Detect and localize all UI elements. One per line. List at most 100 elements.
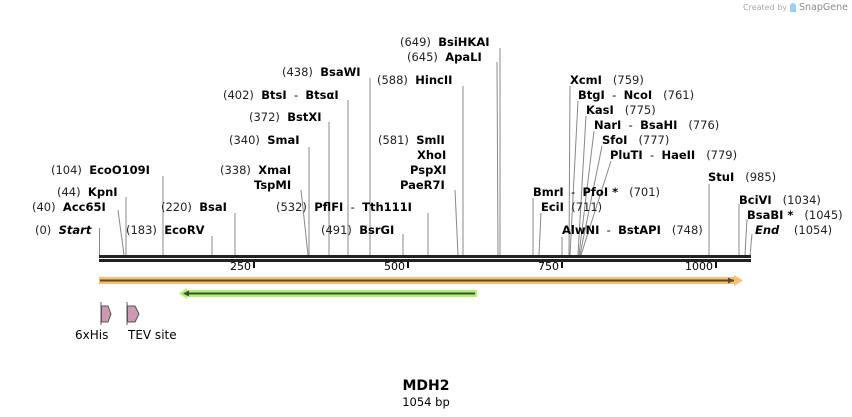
site-name-alt: NcoI [623,88,653,102]
site-position: (532) [276,200,307,214]
site-sfoi[interactable]: SfoI (777) [602,133,669,147]
site-paer7i[interactable]: PaeR7I [400,178,445,192]
site-name: BsiHKAI [438,35,490,49]
site-ecii[interactable]: EciI (711) [541,200,602,214]
site-bcivi[interactable]: BciVI (1034) [739,193,821,207]
site-ecoo109i[interactable]: (104) EcoO109I [51,163,150,177]
site-leader-lines [99,48,753,256]
site-position: (183) [126,223,157,237]
site-position: (588) [377,73,408,87]
site-pspxi[interactable]: PspXI [410,163,446,177]
site-end[interactable]: End (1054) [755,223,832,237]
site-btgi[interactable]: BtgI - NcoI (761) [578,88,695,102]
site-position: (985) [745,170,777,184]
site-position: (776) [688,118,720,132]
site-kasi[interactable]: KasI (775) [586,103,656,117]
ruler-tick-250: 250 [230,260,251,273]
site-name: Start [58,223,92,237]
site-name-alt: HaeII [661,148,696,162]
site-name: XmaI [258,163,292,177]
site-name: PluTI [610,148,643,162]
site-pluti[interactable]: PluTI - HaeII (779) [610,148,738,162]
site-position: (1045) [804,208,843,222]
site-alwni[interactable]: AlwNI - BstAPI (748) [562,223,703,237]
feature-6xhis[interactable] [100,302,112,325]
site-position: (1054) [793,223,833,237]
site-name: SmaI [267,133,300,147]
site-smli[interactable]: (581) SmlI [378,133,445,147]
site-tspmi[interactable]: TspMI [254,178,291,192]
feature-label-tev-site[interactable]: TEV site [128,328,177,342]
site-position: (340) [229,133,260,147]
site-bmri[interactable]: BmrI - PfoI * (701) [533,185,661,199]
site-name: ApaLI [445,50,482,64]
site-bstxi[interactable]: (372) BstXI [249,110,322,124]
site-name: KpnI [87,185,118,199]
site-bsrgi[interactable]: (491) BsrGI [321,223,394,237]
site-position: (649) [400,35,431,49]
ruler-tick-750: 750 [538,260,559,273]
ruler-tick-1000: 1000 [685,260,713,273]
site-position: (777) [638,133,670,147]
site-name: End [755,223,780,237]
site-name: SmlI [416,133,445,147]
snapgene-credit: Created by SnapGene [743,2,848,13]
site-name: PspXI [410,163,447,177]
dna-bottom-strand [99,259,751,262]
site-xcmi[interactable]: XcmI (759) [570,73,644,87]
site-position: (711) [571,200,603,214]
site-name: BsaI [199,200,227,214]
site-bsihkai[interactable]: (649) BsiHKAI [400,35,490,49]
orf-forward-arrow[interactable] [99,275,743,286]
site-position: (645) [407,50,438,64]
site-position: (701) [629,185,661,199]
site-apali[interactable]: (645) ApaLI [407,50,482,64]
site-position: (581) [378,133,409,147]
site-position: (438) [282,65,313,79]
site-position: (761) [663,88,695,102]
site-position: (338) [220,163,251,177]
site-start[interactable]: (0) Start [35,223,91,237]
site-xmai[interactable]: (338) XmaI [220,163,291,177]
site-position: (104) [51,163,82,177]
site-name-alt: BsaHI [640,118,678,132]
site-pflfi[interactable]: (532) PflFI - Tth111I [276,200,412,214]
site-position: (372) [249,110,280,124]
site-ecorv[interactable]: (183) EcoRV [126,223,205,237]
site-name: TspMI [254,178,292,192]
site-name-alt: BtsαI [305,88,339,102]
site-name: BstXI [287,110,322,124]
site-name: BsrGI [359,223,395,237]
feature-label-6xhis[interactable]: 6xHis [75,328,109,342]
site-name: BsaWI [320,65,361,79]
site-name: BciVI [739,193,772,207]
site-kpni[interactable]: (44) KpnI [57,185,118,199]
site-name: EcoRV [164,223,205,237]
site-name-alt: Tth111I [362,200,412,214]
site-bsawi[interactable]: (438) BsaWI [282,65,361,79]
site-xhoi[interactable]: XhoI [417,148,446,162]
sequence-title: MDH2 [402,378,450,394]
site-position: (0) [35,223,52,237]
site-position: (779) [706,148,738,162]
site-position: (402) [223,88,254,102]
site-position: (220) [161,200,192,214]
site-stui[interactable]: StuI (985) [708,170,776,184]
ruler-ticks [253,262,717,268]
site-acc65i[interactable]: (40) Acc65I [32,200,106,214]
site-smai[interactable]: (340) SmaI [229,133,300,147]
site-name: NarI [594,118,622,132]
site-position: (40) [32,200,56,214]
site-bsai[interactable]: (220) BsaI [161,200,227,214]
site-hincii[interactable]: (588) HincII [377,73,452,87]
orf-reverse-arrow[interactable] [179,288,477,299]
site-name: BsaBI * [747,208,794,222]
site-bsabi[interactable]: BsaBI * (1045) [747,208,843,222]
feature-tev-site[interactable] [126,302,140,325]
site-position: (44) [57,185,81,199]
site-nari[interactable]: NarI - BsaHI (776) [594,118,720,132]
site-name: HincII [415,73,453,87]
site-name: BtgI [578,88,605,102]
site-btsi[interactable]: (402) BtsI - BtsαI [223,88,339,102]
